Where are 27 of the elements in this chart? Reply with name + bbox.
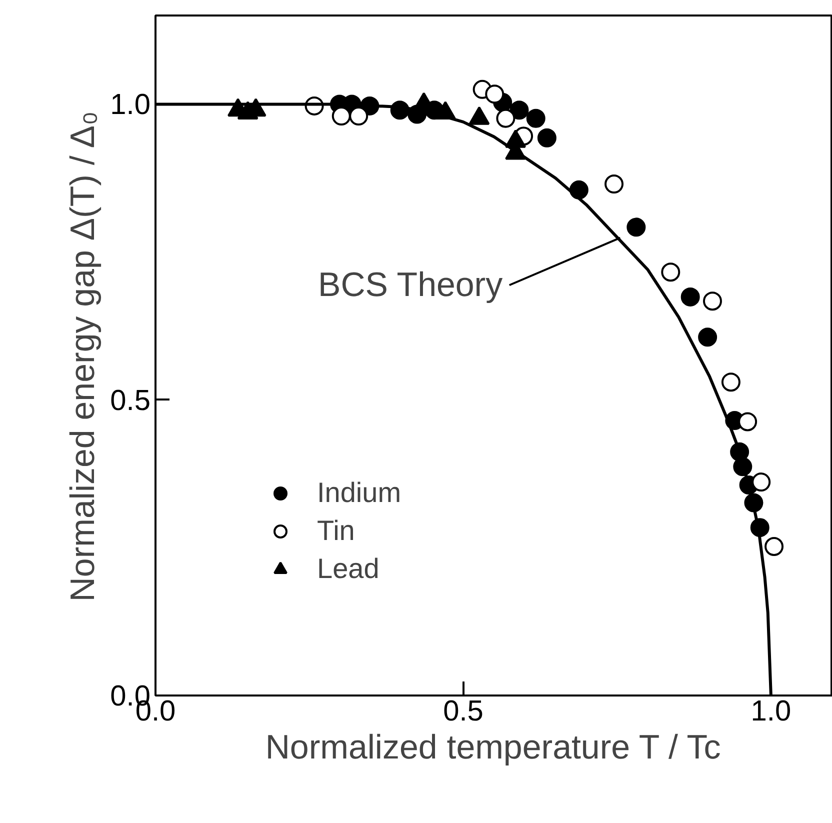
point [332,106,351,126]
annotation: BCS Theory [318,266,503,304]
x-axis-title: Normalized temperature T / Tc [265,728,721,766]
x-tick-label: 1.0 [750,696,792,728]
point [349,106,368,126]
point [537,128,556,148]
point [721,372,740,392]
point [510,100,529,120]
y-tick-label: 1.0 [110,89,151,122]
point [702,292,722,311]
point [526,108,546,128]
point [764,537,784,556]
point [738,412,758,432]
point [626,218,646,237]
point [661,262,680,282]
y-axis-title: Normalized energy gap Δ(T) / Δ₀ [64,111,102,602]
point [752,472,771,492]
point [496,108,516,128]
y-tick-label: 0.5 [110,384,151,417]
x-tick-label: 0.5 [443,696,484,728]
point [680,287,700,306]
legend-label: Lead [317,553,380,585]
point [698,328,718,347]
point [604,174,624,194]
legend-label: Tin [317,515,355,547]
point [485,84,504,104]
legend-label: Indium [317,477,402,509]
